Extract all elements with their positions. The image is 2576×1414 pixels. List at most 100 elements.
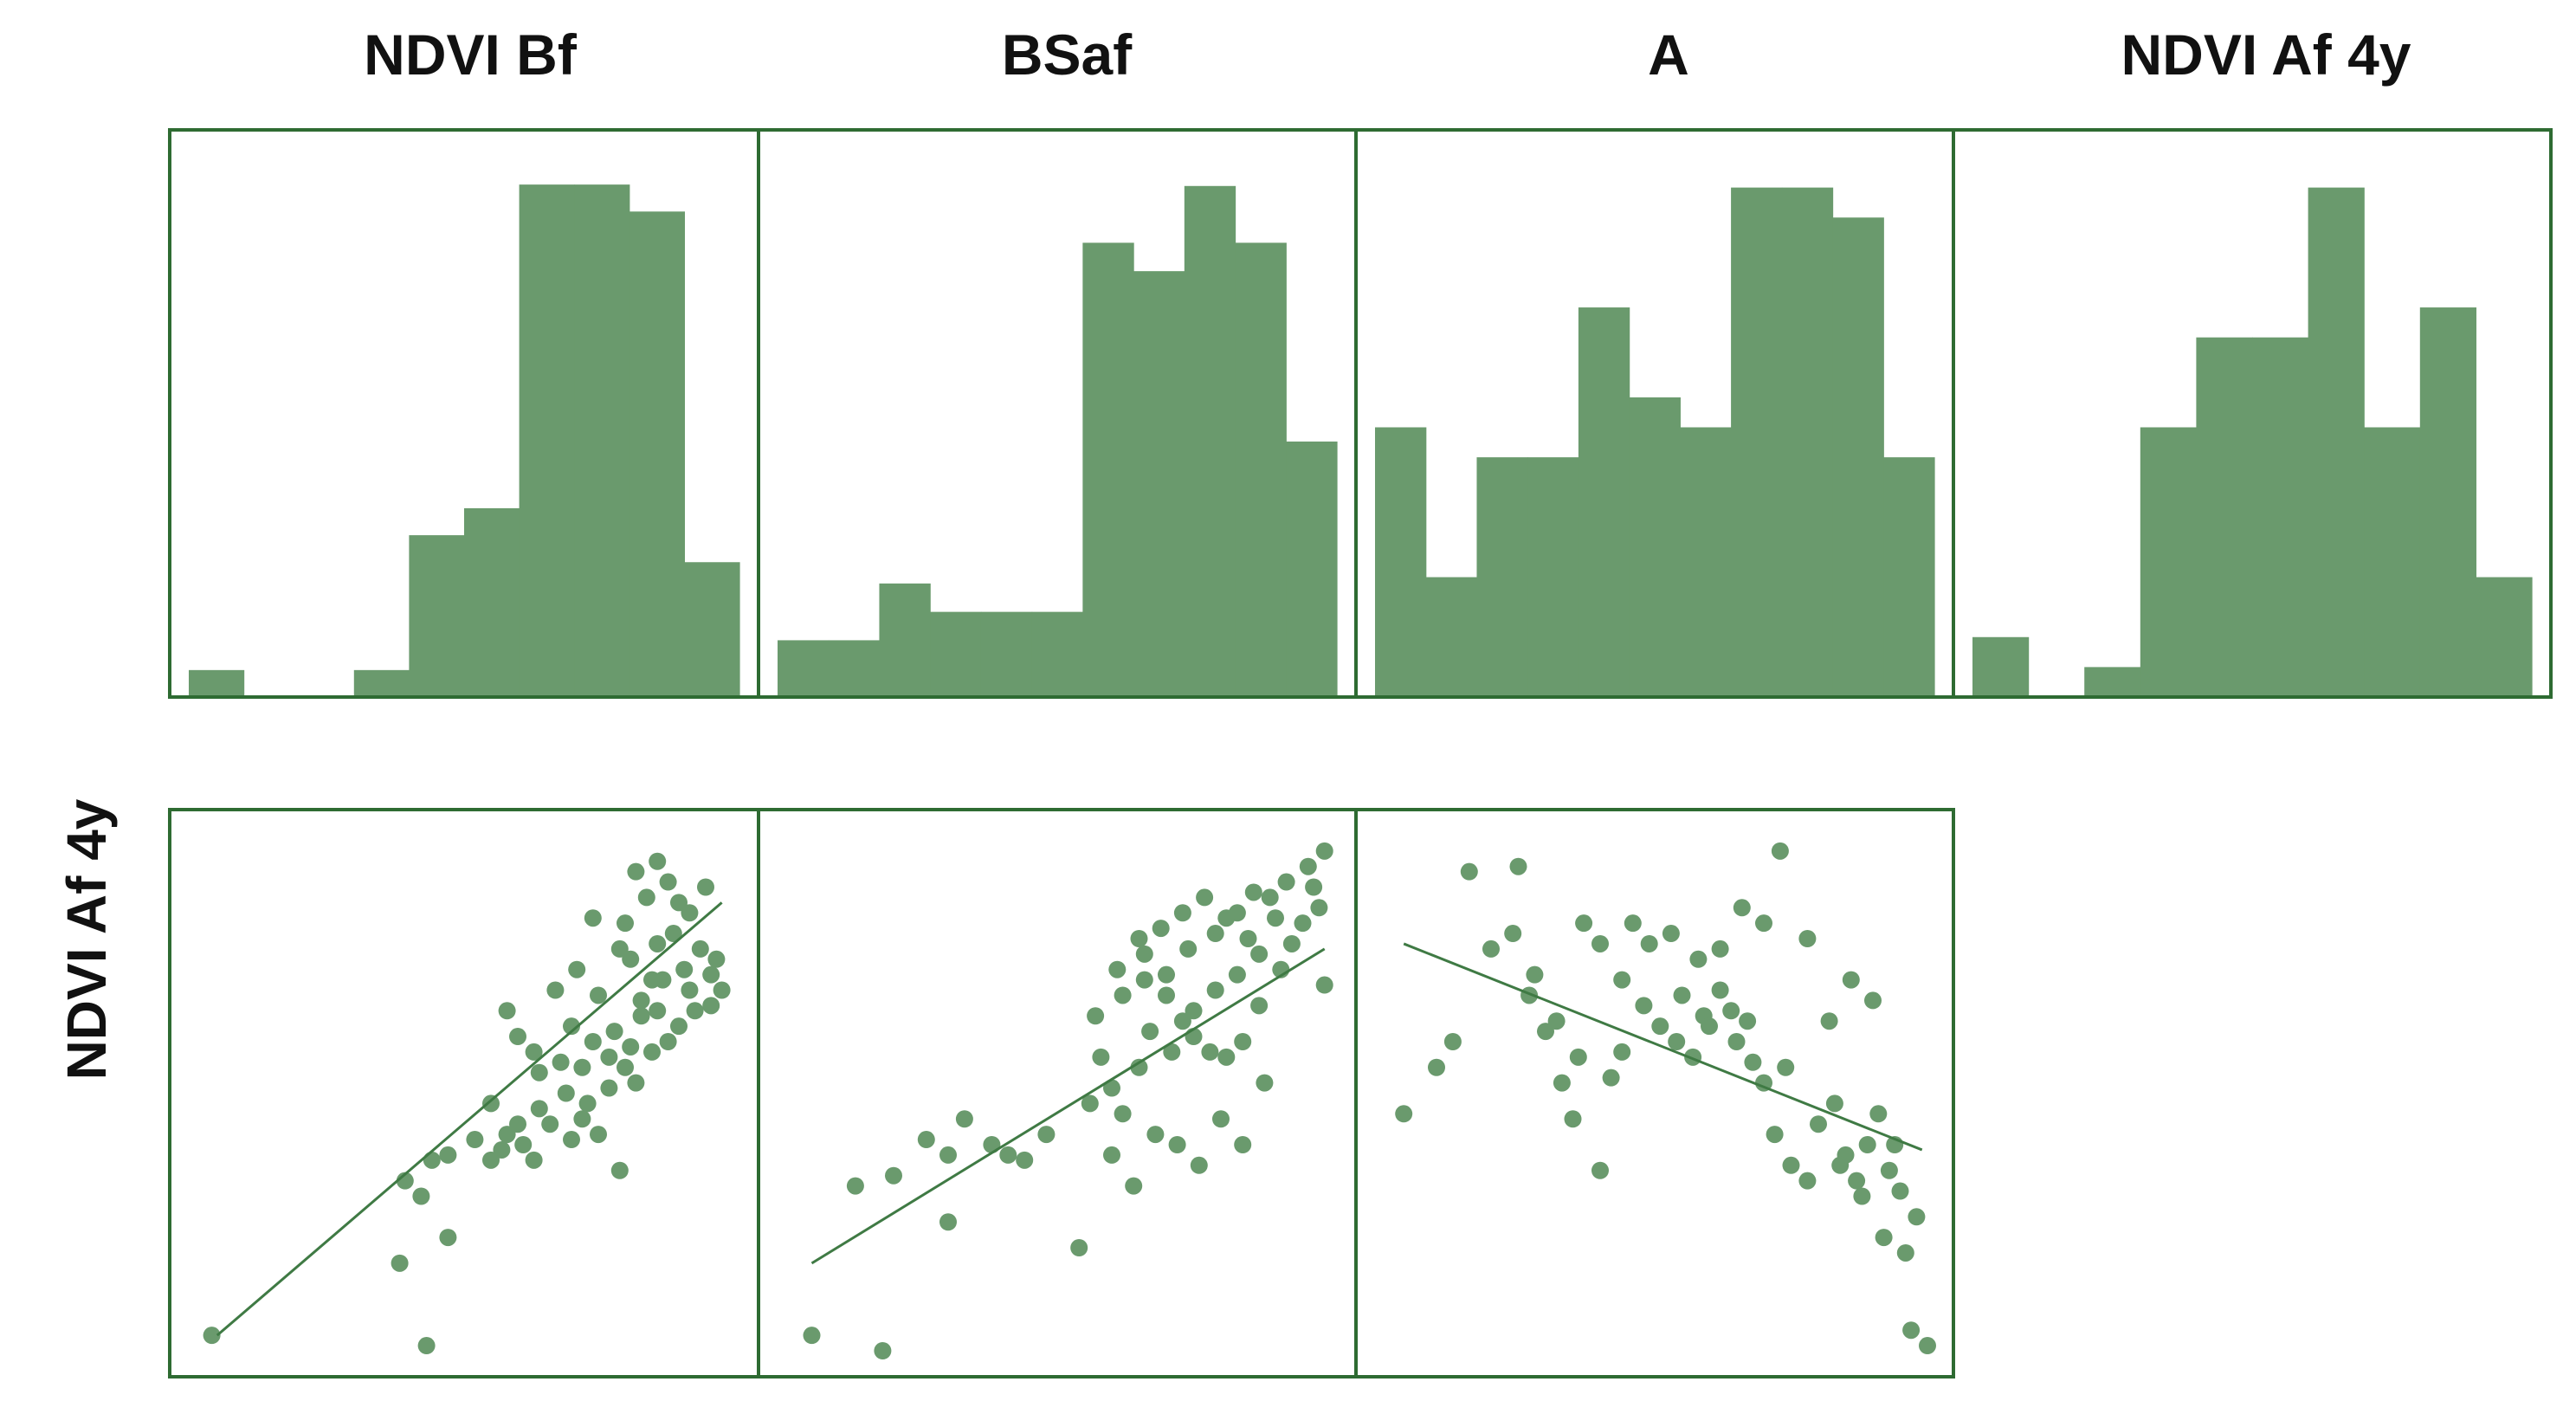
scatter-point (1575, 914, 1593, 933)
scatter-point (803, 1327, 821, 1345)
scatter-point (1267, 909, 1284, 927)
scatter-point (1739, 1012, 1757, 1030)
scatter-point (1755, 914, 1772, 933)
scatter-point (1212, 1110, 1230, 1128)
scatter-point (1239, 930, 1257, 947)
histogram-bar (1781, 187, 1834, 698)
trend-line (216, 901, 723, 1337)
histogram-bar (1883, 457, 1935, 697)
scatter-point (1206, 925, 1224, 943)
scatter-point (568, 960, 586, 978)
scatter-point (1880, 1161, 1898, 1179)
histogram-panel-3 (1354, 128, 1955, 699)
column-title-a: A (1648, 23, 1689, 87)
scatter-point (637, 888, 655, 907)
scatter-point (1662, 925, 1680, 943)
scatter-point (617, 914, 634, 933)
histogram-bar (1731, 187, 1783, 698)
trend-line (810, 947, 1326, 1265)
scatter-point (1875, 1229, 1893, 1247)
histogram-bar (684, 562, 740, 697)
scatter-point (983, 1136, 1001, 1153)
scatter-point (1919, 1337, 1936, 1355)
scatter-point (563, 1131, 580, 1149)
scatter-point (498, 1002, 516, 1020)
scatter-point (1864, 991, 1882, 1010)
scatter-frame (168, 808, 760, 1378)
scatter-point (1256, 1074, 1274, 1092)
histogram-panel-1 (168, 128, 760, 699)
scatter-point (1624, 914, 1642, 933)
histogram-bar (1235, 242, 1287, 697)
histogram-bar (1972, 636, 2030, 697)
scatter-point (1261, 888, 1279, 907)
scatter-point (1103, 1079, 1120, 1097)
histogram-bar (189, 669, 245, 697)
histogram-bar (1031, 611, 1083, 697)
scatter-point (670, 1017, 688, 1036)
scatter-point (675, 960, 694, 978)
scatter-point (417, 1337, 436, 1355)
scatter-point (466, 1131, 484, 1149)
histogram-bar (879, 583, 931, 697)
scatter-point (1831, 1156, 1850, 1174)
scatter-point (1305, 878, 1323, 896)
scatter-point (1635, 997, 1653, 1015)
scatter-point (1711, 981, 1729, 999)
scatter-point (1250, 997, 1269, 1015)
scatter-point (1766, 1126, 1784, 1144)
scatter-point (1504, 925, 1522, 943)
scatter-point (670, 894, 688, 912)
scatter-point (1277, 873, 1295, 891)
scatter-panel-3 (1354, 808, 1955, 1378)
scatter-point (1798, 1172, 1817, 1190)
scatter-point (1315, 842, 1333, 860)
histogram-bar (1832, 217, 1884, 697)
scatter-point (649, 934, 667, 952)
scatter-point (1135, 945, 1153, 963)
scatter-point (1869, 1105, 1888, 1123)
histogram-bar (2140, 427, 2197, 697)
scatter-point (1727, 1033, 1746, 1050)
scatter-point (1244, 883, 1262, 901)
scatter-point (1908, 1208, 1926, 1226)
column-title-ndvi-af-4y: NDVI Af 4y (2121, 23, 2411, 87)
scatter-point (1711, 939, 1729, 958)
scatter-point (627, 862, 645, 881)
scatter-point (1842, 971, 1860, 989)
histogram-bar (2476, 577, 2533, 697)
histogram-bar (1578, 307, 1630, 697)
scatter-point (1228, 965, 1246, 984)
scatter-point (1891, 1182, 1909, 1200)
histogram-bar (1629, 397, 1681, 697)
scatter-point (1553, 1074, 1571, 1092)
scatter-point (1902, 1321, 1921, 1340)
scatter-point (1087, 1007, 1105, 1025)
scatter-point (482, 1094, 500, 1113)
scatter-point (557, 1084, 575, 1102)
scatter-point (584, 1033, 602, 1050)
scatter-point (697, 878, 714, 896)
histogram-bar (828, 640, 881, 697)
column-title-bsaf: BSaf (1001, 23, 1133, 87)
scatter-point (1146, 1126, 1165, 1144)
scatter-point (1640, 934, 1658, 952)
scatter-point (423, 1151, 441, 1169)
scatter-point (530, 1063, 548, 1081)
scatter-point (649, 1002, 667, 1020)
scatter-point (707, 950, 726, 968)
scatter-point (1130, 930, 1148, 947)
scatter-point (514, 1136, 533, 1153)
scatter-point (1070, 1239, 1088, 1256)
scatter-point (1460, 862, 1478, 881)
scatter-point (1135, 971, 1153, 989)
scatter-point (1163, 1043, 1181, 1061)
scatter-point (702, 965, 720, 984)
scatter-point (1733, 899, 1751, 917)
scatter-point (713, 981, 731, 999)
scatter-point (1173, 1012, 1191, 1030)
scatter-point (412, 1187, 430, 1205)
scatter-frame (1354, 808, 1955, 1378)
scatter-point (578, 1094, 597, 1113)
